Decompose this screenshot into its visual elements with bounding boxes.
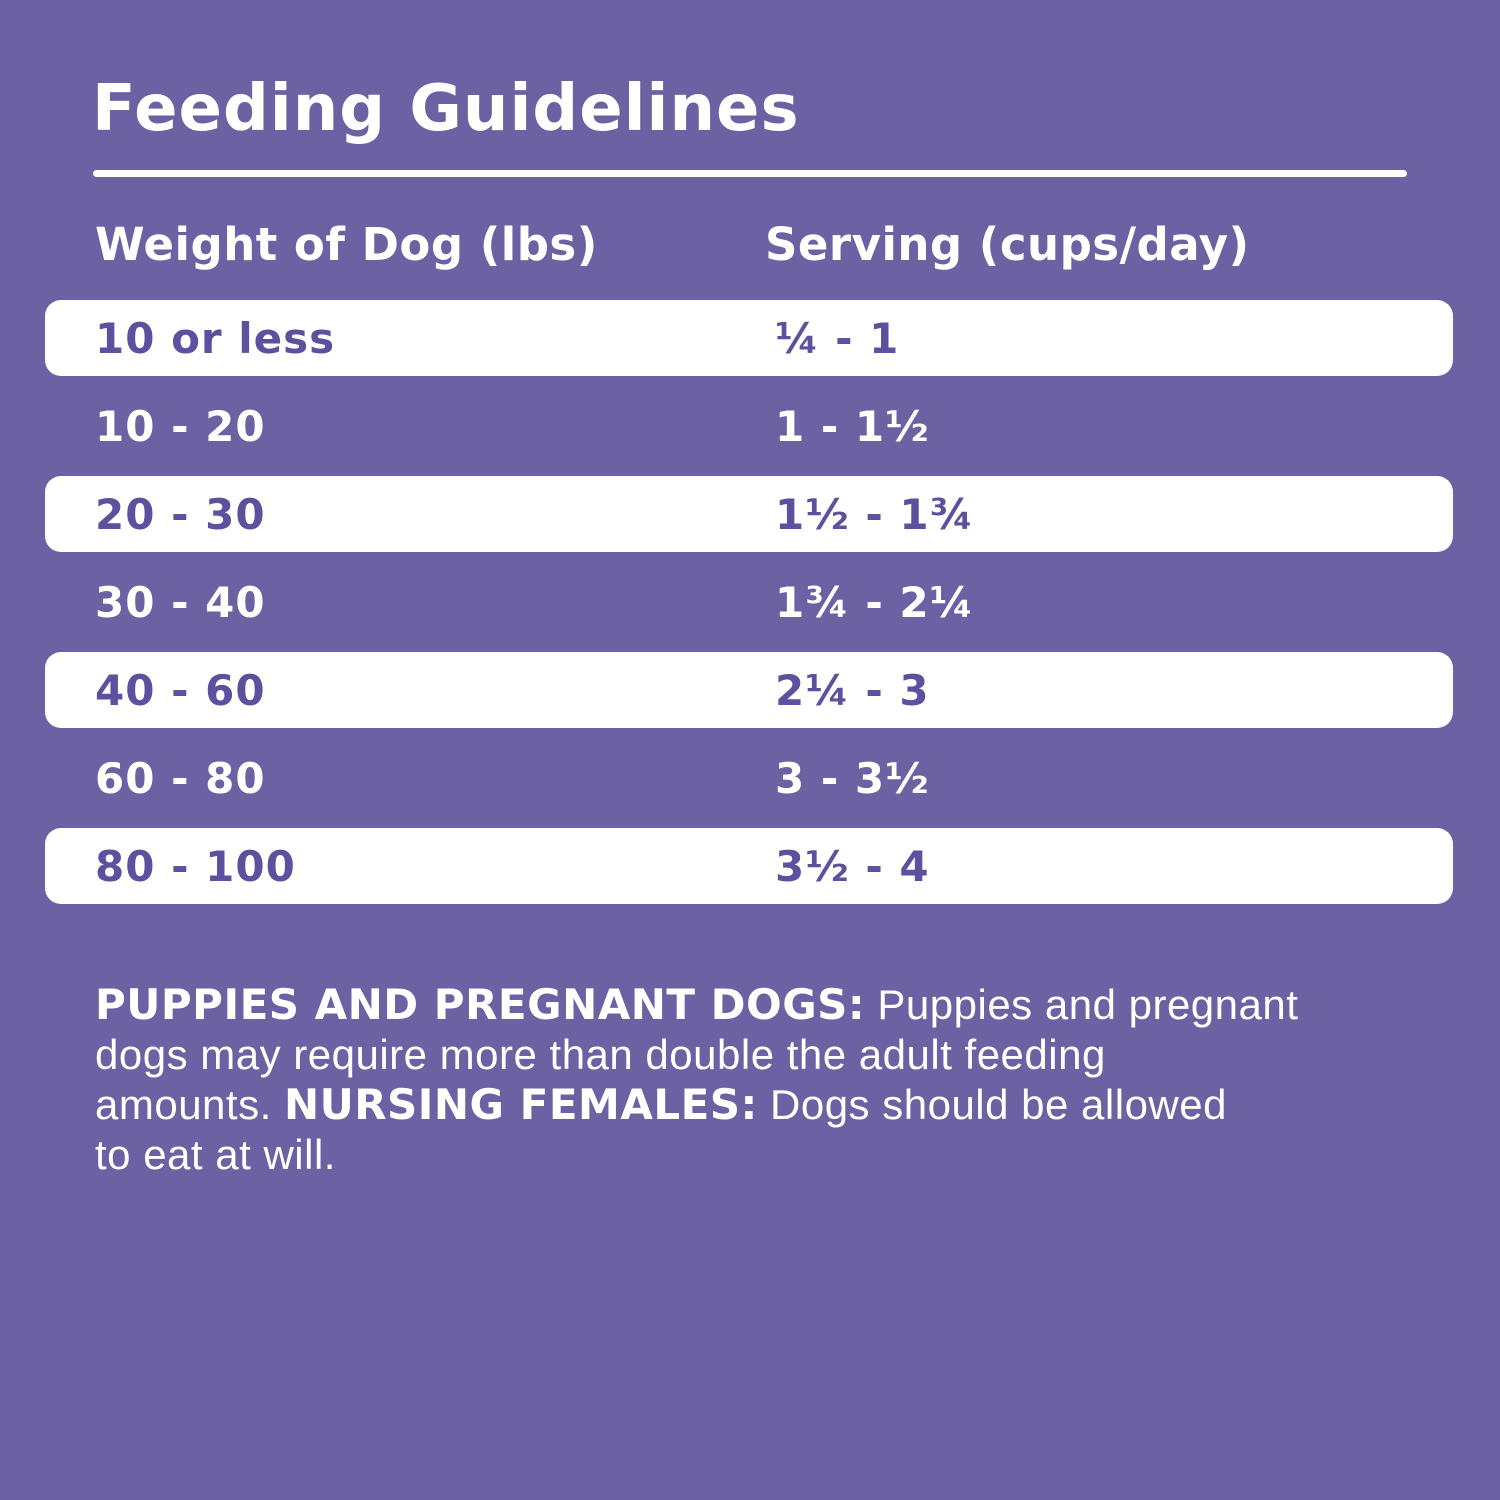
- row-highlight-band: [45, 652, 1453, 728]
- notes-line: dogs may require more than double the ad…: [95, 1030, 1425, 1080]
- table-header-row: Weight of Dog (lbs) Serving (cups/day): [0, 218, 1500, 278]
- table-row: 10 - 20 1 - 1½: [0, 382, 1500, 470]
- row-highlight-band: [45, 476, 1453, 552]
- notes-line: to eat at will.: [95, 1130, 1425, 1180]
- notes-text: Puppies and pregnant: [865, 981, 1299, 1028]
- weight-cell: 80 - 100: [95, 841, 296, 891]
- serving-cell: 1½ - 1¾: [775, 489, 975, 539]
- table-row: 30 - 40 1¾ - 2¼: [0, 558, 1500, 646]
- weight-cell: 30 - 40: [95, 577, 266, 627]
- column-header-weight: Weight of Dog (lbs): [95, 218, 598, 271]
- serving-cell: 1 - 1½: [775, 401, 930, 451]
- serving-cell: 3½ - 4: [775, 841, 930, 891]
- weight-cell: 20 - 30: [95, 489, 266, 539]
- weight-cell: 40 - 60: [95, 665, 266, 715]
- feeding-notes: PUPPIES AND PREGNANT DOGS: Puppies and p…: [95, 980, 1425, 1180]
- table-row: 20 - 30 1½ - 1¾: [0, 470, 1500, 558]
- serving-cell: 2¼ - 3: [775, 665, 930, 715]
- serving-cell: 3 - 3½: [775, 753, 930, 803]
- table-row: 10 or less ¼ - 1: [0, 294, 1500, 382]
- column-header-serving: Serving (cups/day): [765, 218, 1250, 271]
- notes-line: PUPPIES AND PREGNANT DOGS: Puppies and p…: [95, 980, 1425, 1030]
- notes-bold-text: PUPPIES AND PREGNANT DOGS:: [95, 980, 866, 1029]
- weight-cell: 60 - 80: [95, 753, 266, 803]
- notes-text: amounts.: [95, 1081, 284, 1128]
- weight-cell: 10 - 20: [95, 401, 266, 451]
- row-highlight-band: [45, 828, 1453, 904]
- serving-cell: ¼ - 1: [775, 313, 900, 363]
- table-row: 80 - 100 3½ - 4: [0, 822, 1500, 910]
- notes-bold-text: NURSING FEMALES:: [283, 1080, 758, 1129]
- notes-line: amounts. NURSING FEMALES: Dogs should be…: [95, 1080, 1425, 1130]
- notes-text: to eat at will.: [95, 1131, 336, 1178]
- row-highlight-band: [45, 300, 1453, 376]
- notes-text: Dogs should be allowed: [757, 1081, 1227, 1128]
- table-row: 40 - 60 2¼ - 3: [0, 646, 1500, 734]
- table-row: 60 - 80 3 - 3½: [0, 734, 1500, 822]
- page-title: Feeding Guidelines: [92, 72, 800, 146]
- weight-cell: 10 or less: [95, 313, 336, 363]
- notes-text: dogs may require more than double the ad…: [95, 1031, 1106, 1078]
- serving-cell: 1¾ - 2¼: [775, 577, 975, 627]
- feeding-table: 10 or less ¼ - 1 10 - 20 1 - 1½ 20 - 30 1½ - …: [0, 294, 1500, 910]
- title-underline: [93, 170, 1407, 177]
